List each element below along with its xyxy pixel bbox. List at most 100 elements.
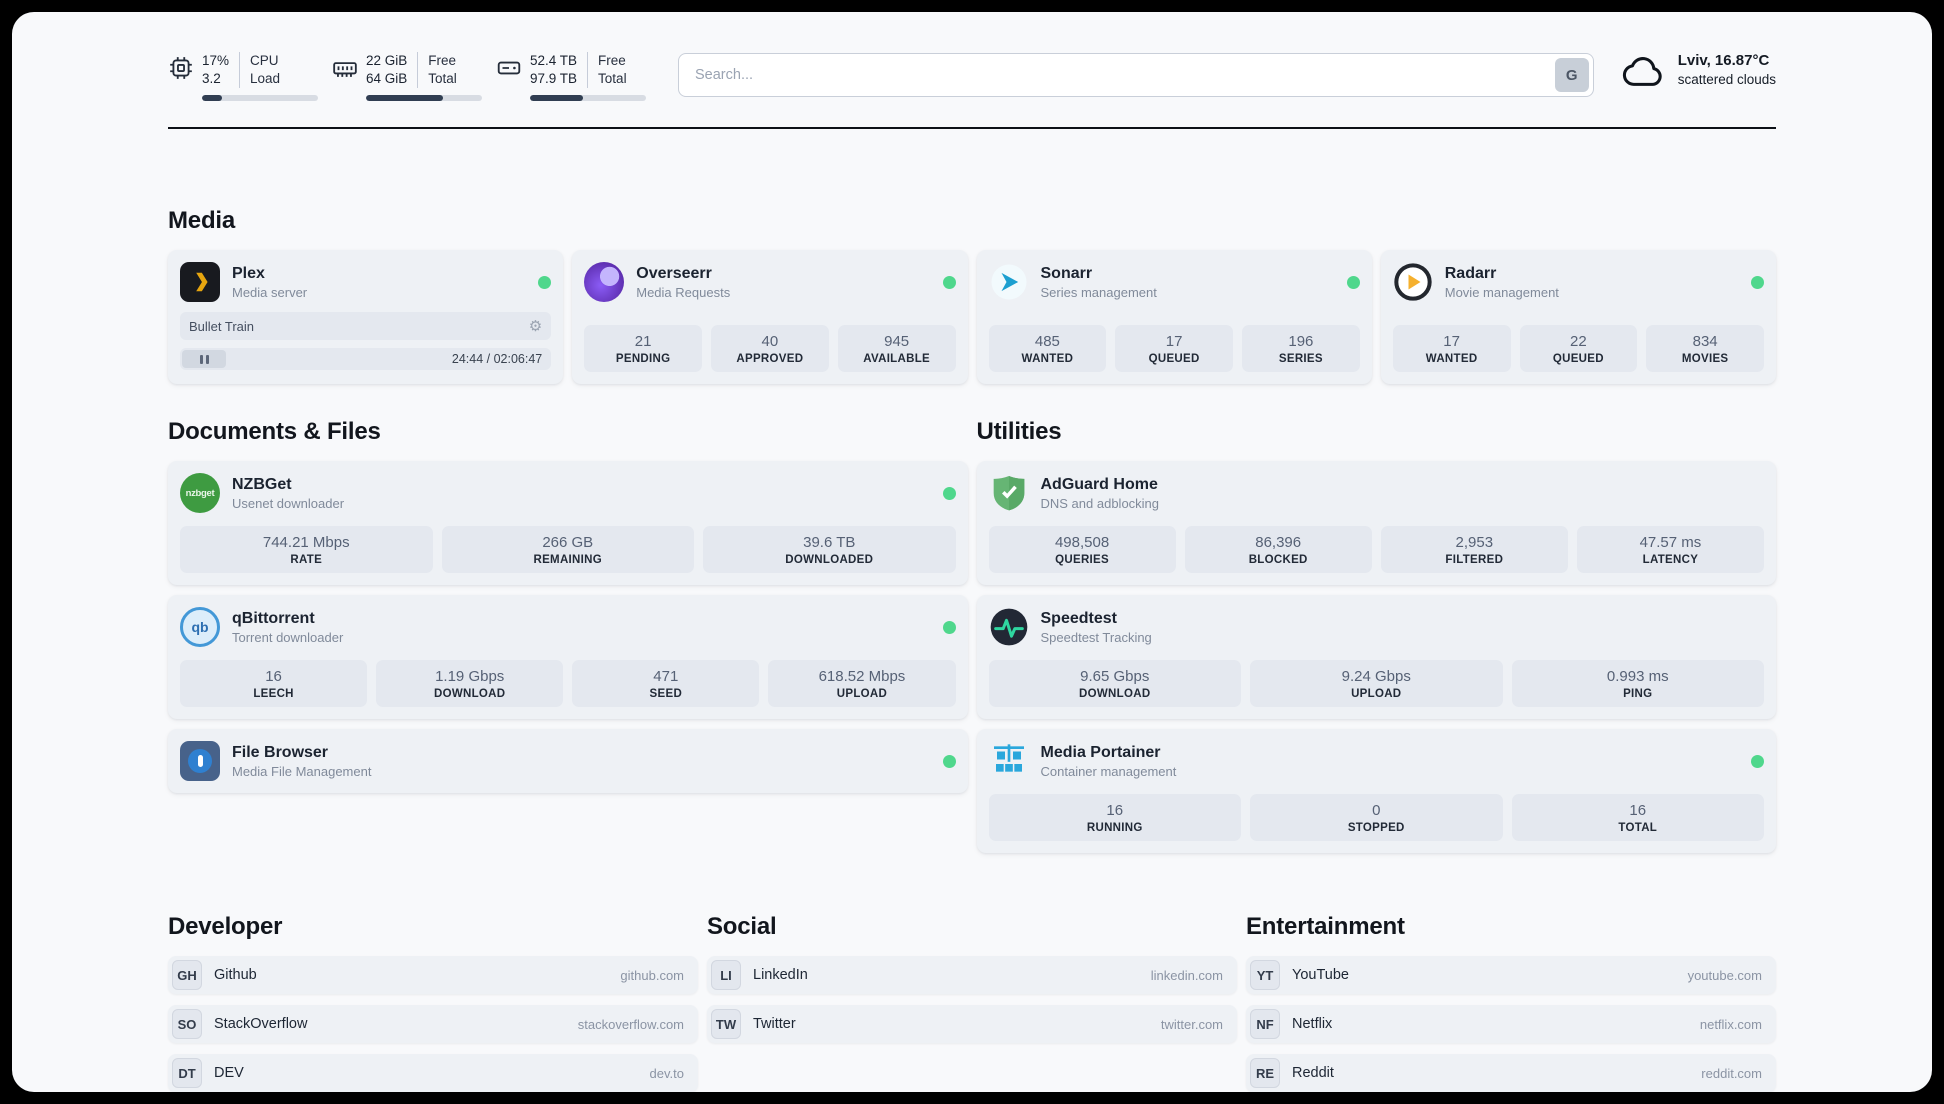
app-card-sonarr[interactable]: Sonarr Series management 485 WANTED 17 Q…	[976, 250, 1372, 385]
stat-label: PENDING	[615, 353, 671, 366]
bookmark-youtube[interactable]: YT YouTube youtube.com	[1246, 956, 1776, 995]
bookmark-url: netflix.com	[1699, 1016, 1762, 1032]
weather-location: Lviv, 16.87°C	[1677, 52, 1770, 69]
app-name: Speedtest	[1040, 609, 1117, 627]
app-subtitle: Media File Management	[232, 763, 372, 779]
gear-icon[interactable]: ⚙	[528, 317, 543, 335]
bookmark-url: dev.to	[649, 1065, 684, 1081]
topbar-divider	[168, 127, 1776, 130]
playback-bar: 24:44 / 02:06:47	[180, 348, 552, 371]
status-dot	[1346, 275, 1360, 289]
reddit-badge: RE	[1250, 1058, 1280, 1089]
stat-tile: 0.993 ms PING	[1511, 660, 1764, 708]
stat-label: FILTERED	[1445, 554, 1504, 567]
sonarr-icon	[989, 262, 1029, 302]
app-card-adguard[interactable]: AdGuard Home DNS and adblocking 498,508 …	[976, 461, 1776, 586]
now-playing-bar: Bullet Train ⚙	[180, 312, 552, 341]
dashboard-frame: 17% 3.2 CPU Load	[12, 12, 1932, 1092]
bookmark-name: LinkedIn	[753, 967, 808, 984]
bookmark-url: linkedin.com	[1150, 967, 1223, 983]
stat-label: WANTED	[1021, 353, 1074, 366]
stat-tile: 17 WANTED	[1392, 325, 1511, 373]
status-dot	[942, 275, 956, 289]
disk-free-value: 52.4 TB	[530, 53, 578, 68]
bookmark-linkedin[interactable]: LI LinkedIn linkedin.com	[707, 956, 1237, 995]
section-title-documents: Documents & Files	[168, 418, 381, 446]
now-playing-title: Bullet Train	[189, 318, 255, 334]
app-card-portainer[interactable]: Media Portainer Container management 16 …	[976, 729, 1776, 854]
stat-value: 0	[1372, 802, 1381, 820]
bookmark-url: github.com	[620, 967, 684, 983]
stat-tile: 1.19 Gbps DOWNLOAD	[376, 660, 564, 708]
app-card-radarr[interactable]: Radarr Movie management 17 WANTED 22 QUE…	[1380, 250, 1776, 385]
stat-value: 2,953	[1455, 534, 1494, 552]
stat-tile: 17 QUEUED	[1115, 325, 1233, 373]
stat-tile: 0 STOPPED	[1250, 794, 1503, 842]
stat-label: RUNNING	[1086, 822, 1143, 835]
app-subtitle: Media server	[232, 284, 308, 300]
cpu-usage-value: 17%	[202, 53, 230, 68]
stat-value: 485	[1034, 333, 1060, 351]
stat-value: 16	[1629, 802, 1647, 820]
section-utilities: Utilities	[976, 418, 1776, 854]
ram-total-value: 64 GiB	[366, 71, 408, 87]
stat-value: 39.6 TB	[803, 534, 856, 552]
stat-label: APPROVED	[736, 353, 804, 366]
stat-tile: 834 MOVIES	[1646, 325, 1764, 373]
bookmark-name: Reddit	[1292, 1065, 1334, 1082]
stat-tile: 618.52 Mbps UPLOAD	[768, 660, 956, 708]
stat-value: 17	[1443, 333, 1460, 351]
playback-time: 24:44 / 02:06:47	[451, 352, 543, 367]
stat-value: 196	[1288, 333, 1314, 351]
app-card-qbittorrent[interactable]: qb qBittorrent Torrent downloader 16	[168, 595, 968, 720]
app-card-speedtest[interactable]: Speedtest Speedtest Tracking 9.65 Gbps D…	[976, 595, 1776, 720]
youtube-badge: YT	[1250, 960, 1280, 991]
bookmark-reddit[interactable]: RE Reddit reddit.com	[1246, 1054, 1776, 1092]
stat-value: 1.19 Gbps	[435, 668, 505, 686]
app-subtitle: Media Requests	[636, 284, 731, 300]
status-dot	[1751, 754, 1764, 768]
stat-label: LEECH	[253, 688, 294, 701]
app-card-overseerr[interactable]: Overseerr Media Requests 21 PENDING 40 A…	[572, 250, 968, 385]
section-title-utilities: Utilities	[976, 418, 1062, 446]
section-media: Media Plex Media server	[168, 207, 1776, 385]
app-name: Media Portainer	[1040, 743, 1161, 761]
stat-label: LATENCY	[1642, 554, 1699, 567]
status-dot	[942, 754, 956, 768]
app-card-plex[interactable]: Plex Media server Bullet Train ⚙ 24:44 /…	[168, 250, 564, 385]
bookmark-url: youtube.com	[1687, 967, 1762, 983]
search-engine-button[interactable]: G	[1554, 58, 1589, 92]
pause-button[interactable]	[182, 350, 226, 369]
bookmark-netflix[interactable]: NF Netflix netflix.com	[1246, 1005, 1776, 1044]
bookmark-stackoverflow[interactable]: SO StackOverflow stackoverflow.com	[168, 1005, 698, 1044]
stat-label: UPLOAD	[836, 688, 888, 701]
bookmark-url: twitter.com	[1160, 1016, 1223, 1032]
netflix-badge: NF	[1250, 1009, 1280, 1040]
weather-widget: Lviv, 16.87°C scattered clouds	[1622, 52, 1776, 87]
bookmark-github[interactable]: GH Github github.com	[168, 956, 698, 995]
stat-tile: 16 RUNNING	[988, 794, 1241, 842]
status-dot	[538, 275, 552, 289]
speedtest-icon	[989, 607, 1029, 647]
app-card-filebrowser[interactable]: File Browser Media File Management	[168, 729, 968, 794]
section-title-media: Media	[168, 207, 236, 235]
weather-condition: scattered clouds	[1677, 72, 1776, 87]
stat-label: SEED	[649, 688, 683, 701]
stat-value: 16	[1106, 802, 1124, 820]
radarr-icon	[1393, 262, 1433, 302]
stat-tile: 22 QUEUED	[1519, 325, 1638, 373]
bookmark-dev[interactable]: DT DEV dev.to	[168, 1054, 698, 1092]
stat-label: SERIES	[1278, 353, 1323, 366]
bookmark-twitter[interactable]: TW Twitter twitter.com	[707, 1005, 1237, 1044]
stat-tile: 744.21 Mbps RATE	[180, 526, 433, 574]
app-card-nzbget[interactable]: nzbget NZBGet Usenet downloader 744.21 M…	[168, 461, 968, 586]
stat-tile: 39.6 TB DOWNLOADED	[703, 526, 956, 574]
stat-label: TOTAL	[1618, 822, 1658, 835]
disk-icon	[496, 55, 522, 81]
cpu-label: CPU	[250, 53, 279, 68]
app-name: AdGuard Home	[1040, 475, 1158, 493]
stat-tile: 2,953 FILTERED	[1380, 526, 1568, 574]
section-entertainment: Entertainment YT YouTube youtube.com NF …	[1246, 913, 1776, 1092]
search-input[interactable]	[678, 53, 1594, 97]
stat-value: 9.65 Gbps	[1080, 668, 1150, 686]
